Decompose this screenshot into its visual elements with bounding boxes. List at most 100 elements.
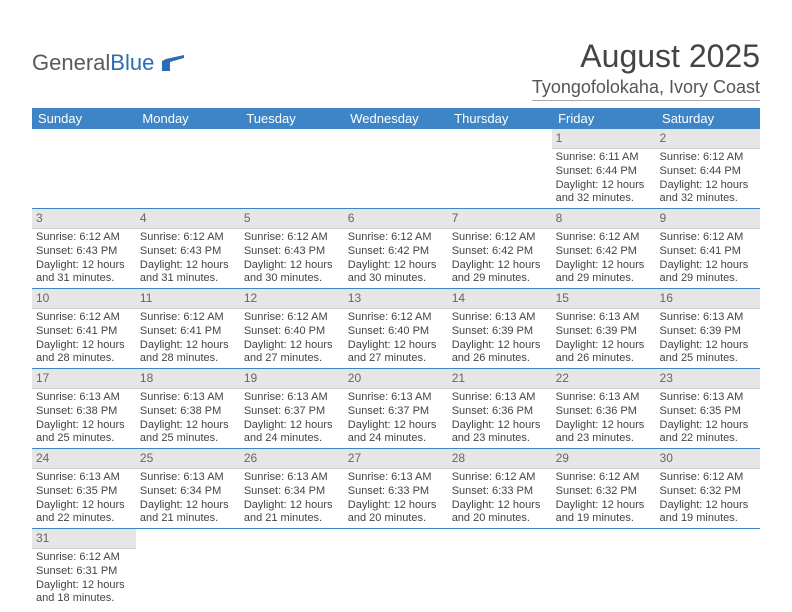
logo: GeneralBlue [32,50,184,77]
day-number: 31 [32,529,136,549]
day-detail: Sunrise: 6:13 AMSunset: 6:39 PMDaylight:… [448,309,552,368]
day-number: 11 [136,289,240,309]
calendar-empty-cell [240,129,344,209]
day-detail: Sunrise: 6:13 AMSunset: 6:38 PMDaylight:… [136,389,240,448]
day-number: 12 [240,289,344,309]
day-detail-line: Sunset: 6:42 PM [452,245,548,259]
weekday-header: Monday [136,108,240,129]
day-detail-line: and 21 minutes. [244,512,340,526]
day-detail-line: Sunrise: 6:12 AM [348,231,444,245]
location-subtitle: Tyongofolokaha, Ivory Coast [532,77,760,101]
day-number: 30 [656,449,760,469]
day-detail: Sunrise: 6:13 AMSunset: 6:34 PMDaylight:… [136,469,240,528]
logo-flag-icon [162,51,184,77]
day-detail-line: Daylight: 12 hours [660,259,756,273]
day-detail-line: and 18 minutes. [36,592,132,606]
calendar-week-row: 24Sunrise: 6:13 AMSunset: 6:35 PMDayligh… [32,449,760,529]
day-number: 7 [448,209,552,229]
day-number: 4 [136,209,240,229]
day-detail-line: and 30 minutes. [244,272,340,286]
day-detail-line: and 30 minutes. [348,272,444,286]
day-detail-line: and 21 minutes. [140,512,236,526]
day-detail: Sunrise: 6:12 AMSunset: 6:33 PMDaylight:… [448,469,552,528]
day-number: 20 [344,369,448,389]
calendar-day-cell: 6Sunrise: 6:12 AMSunset: 6:42 PMDaylight… [344,209,448,289]
day-detail-line: Sunset: 6:37 PM [348,405,444,419]
calendar-week-row: 31Sunrise: 6:12 AMSunset: 6:31 PMDayligh… [32,529,760,609]
day-detail: Sunrise: 6:12 AMSunset: 6:31 PMDaylight:… [32,549,136,608]
day-detail-line: Sunset: 6:33 PM [452,485,548,499]
day-detail-line: and 23 minutes. [452,432,548,446]
calendar-day-cell: 23Sunrise: 6:13 AMSunset: 6:35 PMDayligh… [656,369,760,449]
day-detail-line: Daylight: 12 hours [244,339,340,353]
day-detail-line: Sunset: 6:39 PM [556,325,652,339]
day-detail-line: Sunset: 6:39 PM [660,325,756,339]
calendar-empty-cell [552,529,656,609]
weekday-header: Saturday [656,108,760,129]
day-detail-line: and 23 minutes. [556,432,652,446]
weekday-header: Friday [552,108,656,129]
calendar-day-cell: 9Sunrise: 6:12 AMSunset: 6:41 PMDaylight… [656,209,760,289]
day-detail-line: and 24 minutes. [348,432,444,446]
day-detail-line: Daylight: 12 hours [36,419,132,433]
calendar-empty-cell [32,129,136,209]
day-detail-line: Sunrise: 6:13 AM [452,311,548,325]
day-detail-line: Sunset: 6:44 PM [556,165,652,179]
day-detail-line: Sunrise: 6:13 AM [660,311,756,325]
day-detail-line: Sunrise: 6:13 AM [140,391,236,405]
calendar-day-cell: 1Sunrise: 6:11 AMSunset: 6:44 PMDaylight… [552,129,656,209]
day-number: 29 [552,449,656,469]
day-detail-line: Sunrise: 6:13 AM [244,471,340,485]
calendar-day-cell: 27Sunrise: 6:13 AMSunset: 6:33 PMDayligh… [344,449,448,529]
day-detail-line: Sunrise: 6:12 AM [36,551,132,565]
calendar-empty-cell [344,129,448,209]
day-detail-line: Sunrise: 6:12 AM [660,471,756,485]
day-number: 3 [32,209,136,229]
day-detail-line: Sunset: 6:32 PM [556,485,652,499]
day-detail-line: Sunrise: 6:12 AM [36,231,132,245]
day-detail-line: Sunset: 6:41 PM [660,245,756,259]
day-detail-line: Sunrise: 6:12 AM [556,231,652,245]
calendar-day-cell: 22Sunrise: 6:13 AMSunset: 6:36 PMDayligh… [552,369,656,449]
calendar-week-row: 10Sunrise: 6:12 AMSunset: 6:41 PMDayligh… [32,289,760,369]
day-detail-line: and 27 minutes. [348,352,444,366]
day-detail-line: Sunset: 6:34 PM [140,485,236,499]
calendar-day-cell: 5Sunrise: 6:12 AMSunset: 6:43 PMDaylight… [240,209,344,289]
day-detail: Sunrise: 6:13 AMSunset: 6:35 PMDaylight:… [32,469,136,528]
day-detail-line: Sunrise: 6:13 AM [348,391,444,405]
day-detail-line: Sunrise: 6:13 AM [556,311,652,325]
day-detail-line: Daylight: 12 hours [556,179,652,193]
day-detail-line: Sunrise: 6:12 AM [452,471,548,485]
calendar-day-cell: 10Sunrise: 6:12 AMSunset: 6:41 PMDayligh… [32,289,136,369]
day-detail-line: and 28 minutes. [140,352,236,366]
day-detail: Sunrise: 6:13 AMSunset: 6:35 PMDaylight:… [656,389,760,448]
calendar-day-cell: 16Sunrise: 6:13 AMSunset: 6:39 PMDayligh… [656,289,760,369]
day-detail-line: Daylight: 12 hours [348,419,444,433]
day-detail-line: Sunrise: 6:12 AM [556,471,652,485]
day-detail-line: and 29 minutes. [452,272,548,286]
day-detail-line: and 19 minutes. [556,512,652,526]
day-detail-line: and 31 minutes. [36,272,132,286]
calendar-table: SundayMondayTuesdayWednesdayThursdayFrid… [32,108,760,608]
day-detail-line: Sunset: 6:32 PM [660,485,756,499]
day-detail-line: Daylight: 12 hours [660,419,756,433]
day-detail-line: Sunrise: 6:12 AM [660,151,756,165]
day-detail-line: Daylight: 12 hours [140,339,236,353]
calendar-day-cell: 21Sunrise: 6:13 AMSunset: 6:36 PMDayligh… [448,369,552,449]
day-detail-line: Sunset: 6:33 PM [348,485,444,499]
calendar-week-row: 17Sunrise: 6:13 AMSunset: 6:38 PMDayligh… [32,369,760,449]
day-detail: Sunrise: 6:12 AMSunset: 6:40 PMDaylight:… [240,309,344,368]
day-detail: Sunrise: 6:12 AMSunset: 6:41 PMDaylight:… [32,309,136,368]
calendar-empty-cell [656,529,760,609]
calendar-day-cell: 31Sunrise: 6:12 AMSunset: 6:31 PMDayligh… [32,529,136,609]
day-detail-line: Sunset: 6:41 PM [140,325,236,339]
day-detail-line: and 29 minutes. [660,272,756,286]
day-detail-line: Daylight: 12 hours [660,499,756,513]
day-detail-line: Daylight: 12 hours [244,419,340,433]
day-detail-line: and 24 minutes. [244,432,340,446]
day-number: 24 [32,449,136,469]
weekday-header: Tuesday [240,108,344,129]
calendar-day-cell: 25Sunrise: 6:13 AMSunset: 6:34 PMDayligh… [136,449,240,529]
day-detail-line: Sunrise: 6:12 AM [452,231,548,245]
day-detail-line: Daylight: 12 hours [452,259,548,273]
